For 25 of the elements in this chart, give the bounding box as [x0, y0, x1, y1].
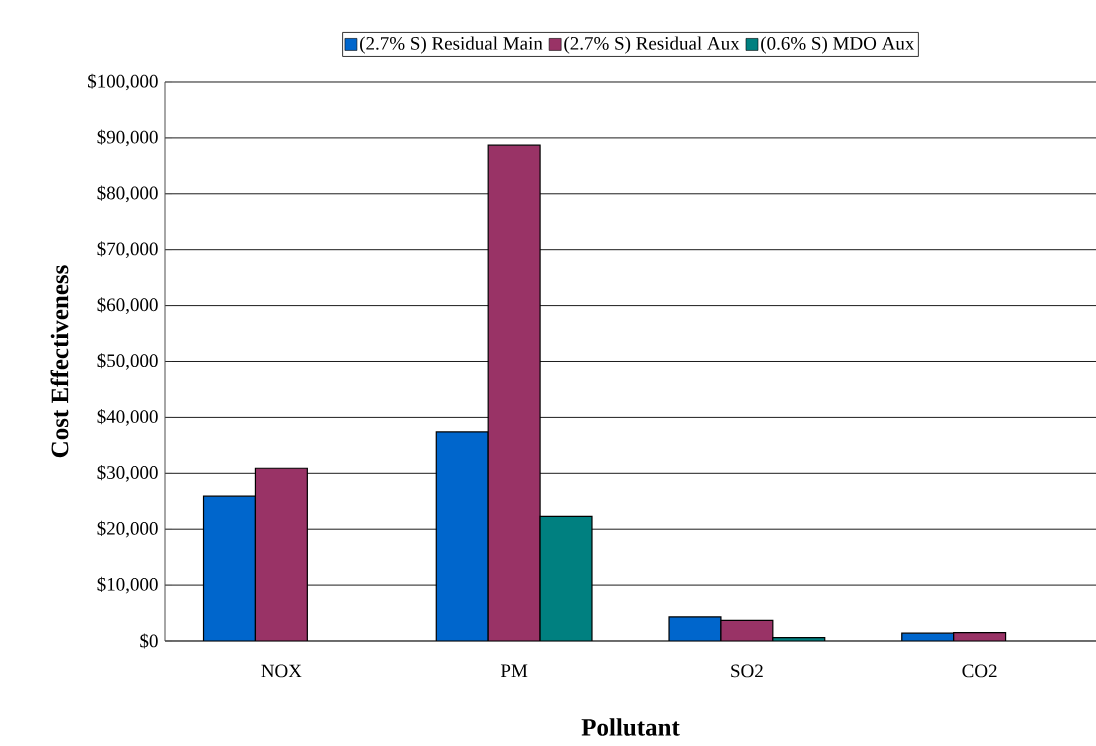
bar: [202, 495, 257, 641]
y-tick-label: $90,000: [97, 129, 158, 147]
y-tick-label: $30,000: [97, 464, 158, 482]
y-tick-label: $50,000: [97, 353, 158, 370]
bar: [435, 431, 489, 641]
legend-label: (2.7% S) Residual Main: [360, 36, 543, 54]
y-tick-label: $100,000: [88, 73, 158, 91]
y-tick-label: $60,000: [97, 297, 158, 314]
bar: [539, 515, 593, 641]
y-tick-label: $40,000: [97, 409, 158, 426]
x-tick-label: SO2: [731, 664, 763, 678]
x-tick-label: CO2: [962, 664, 997, 678]
y-tick-label: $80,000: [97, 185, 158, 203]
legend-label: (0.6% S) MDO Aux: [761, 36, 915, 54]
bar: [487, 144, 541, 641]
x-tick-label: PM: [500, 664, 528, 677]
y-tick-label: $20,000: [97, 520, 158, 538]
x-tick-label: NOX: [261, 664, 302, 678]
y-tick-label: $0: [140, 633, 158, 649]
x-axis-title: Pollutant: [581, 718, 680, 736]
y-axis-title: Cost Effectiveness: [50, 265, 69, 458]
y-tick-label: $70,000: [97, 241, 158, 259]
legend-label: (2.7% S) Residual Aux: [564, 36, 740, 54]
bar: [254, 467, 308, 641]
y-tick-label: $10,000: [97, 576, 158, 594]
